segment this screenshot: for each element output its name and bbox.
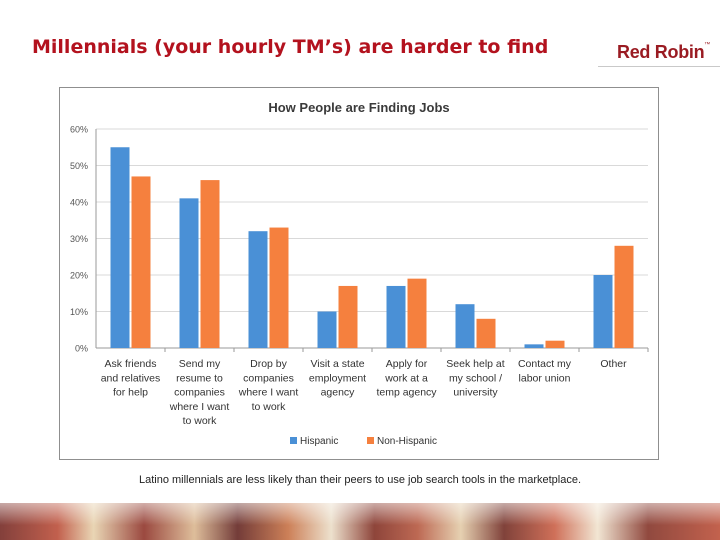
x-category-label: employment bbox=[309, 372, 366, 384]
x-category-label: Ask friends bbox=[105, 358, 157, 370]
x-category-label: Apply for bbox=[386, 358, 428, 370]
x-category-label: university bbox=[453, 387, 498, 399]
legend-swatch bbox=[367, 437, 374, 444]
y-tick-label: 20% bbox=[70, 271, 88, 281]
bar-hispanic bbox=[455, 304, 475, 348]
bar-hispanic bbox=[317, 311, 337, 348]
x-category-label: to work bbox=[252, 401, 287, 413]
chart-frame: How People are Finding Jobs 0% 10% 20% 30% 40… bbox=[59, 87, 659, 460]
x-category-label: labor union bbox=[519, 372, 571, 384]
x-category-label: my school / bbox=[449, 372, 502, 384]
logo-trademark: ™ bbox=[704, 42, 710, 48]
chart-title: How People are Finding Jobs bbox=[268, 100, 449, 115]
bar-chart: How People are Finding Jobs 0% 10% 20% 30% 40… bbox=[70, 100, 649, 447]
x-category-label: where I want bbox=[169, 401, 230, 413]
x-category-label: Other bbox=[600, 358, 627, 370]
x-category-label: Visit a state bbox=[310, 358, 364, 370]
photo-strip-decoration bbox=[0, 503, 720, 540]
x-category-label: Drop by bbox=[250, 358, 288, 370]
legend-label: Hispanic bbox=[300, 436, 338, 447]
legend-label: Non-Hispanic bbox=[377, 436, 437, 447]
x-category-label: Seek help at bbox=[446, 358, 504, 370]
y-tick-label: 60% bbox=[70, 125, 88, 135]
x-category-label: to work bbox=[183, 415, 218, 427]
slide-title: Millennials (your hourly TM’s) are harde… bbox=[32, 36, 549, 58]
x-category-label: where I want bbox=[238, 387, 299, 399]
x-category-label: temp agency bbox=[376, 387, 437, 399]
bar-non-hispanic bbox=[476, 318, 496, 348]
x-category-label: agency bbox=[321, 387, 356, 399]
bar-non-hispanic bbox=[131, 176, 151, 348]
logo-text: Red Robin bbox=[617, 42, 705, 62]
x-category-label: Send my bbox=[179, 358, 221, 370]
slide-caption: Latino millennials are less likely than … bbox=[138, 474, 582, 486]
x-category-label: companies bbox=[174, 387, 225, 399]
red-robin-logo: Red Robin™ bbox=[617, 42, 710, 63]
bar-non-hispanic bbox=[269, 227, 289, 348]
bar-hispanic bbox=[524, 344, 544, 348]
legend-swatch bbox=[290, 437, 297, 444]
bar-hispanic bbox=[179, 198, 199, 348]
x-category-label: and relatives bbox=[101, 372, 161, 384]
bar-hispanic bbox=[110, 147, 130, 348]
bar-non-hispanic bbox=[338, 285, 358, 348]
x-category-label: Contact my bbox=[518, 358, 572, 370]
y-tick-label: 40% bbox=[70, 198, 88, 208]
bar-non-hispanic bbox=[407, 278, 427, 348]
x-category-label: resume to bbox=[176, 372, 223, 384]
y-tick-label: 10% bbox=[70, 307, 88, 317]
y-tick-label: 0% bbox=[75, 344, 88, 354]
bar-hispanic bbox=[248, 231, 268, 348]
x-category-label: work at a bbox=[384, 372, 428, 384]
x-category-label: companies bbox=[243, 372, 294, 384]
bar-non-hispanic bbox=[545, 340, 565, 348]
logo-divider bbox=[598, 66, 720, 67]
bar-non-hispanic bbox=[200, 180, 220, 348]
bar-hispanic bbox=[386, 285, 406, 348]
y-tick-label: 50% bbox=[70, 161, 88, 171]
y-tick-label: 30% bbox=[70, 234, 88, 244]
bar-hispanic bbox=[593, 275, 613, 348]
x-category-label: for help bbox=[113, 387, 148, 399]
bar-non-hispanic bbox=[614, 245, 634, 348]
